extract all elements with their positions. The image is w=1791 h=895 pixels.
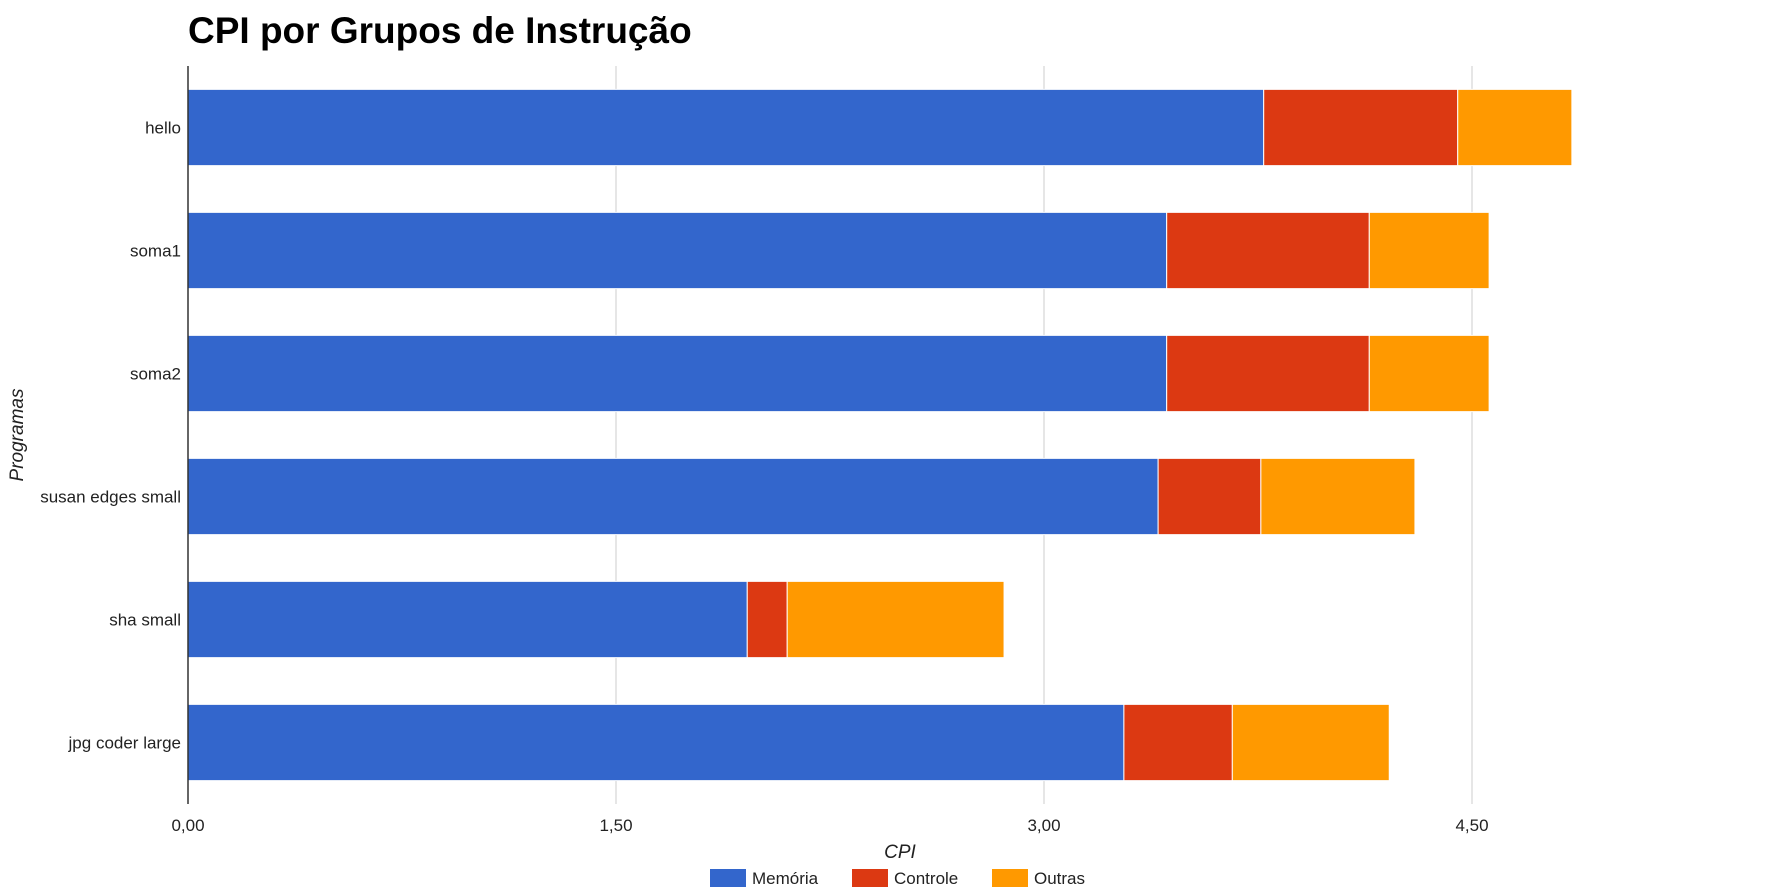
bar-1-5[interactable] bbox=[1123, 703, 1233, 782]
x-tick-label: 3,00 bbox=[1027, 816, 1060, 835]
y-tick-label: hello bbox=[145, 119, 181, 138]
bar-2-2[interactable] bbox=[1368, 334, 1490, 413]
bar-2-1[interactable] bbox=[1368, 211, 1490, 290]
y-tick-label: sha small bbox=[109, 611, 181, 630]
bar-0-5[interactable] bbox=[187, 703, 1125, 782]
y-axis-title: Programas bbox=[7, 388, 28, 481]
bar-2-0[interactable] bbox=[1457, 88, 1573, 167]
legend-swatch bbox=[852, 869, 888, 887]
bar-1-1[interactable] bbox=[1166, 211, 1370, 290]
y-tick-label: soma2 bbox=[130, 365, 181, 384]
y-tick-label: soma1 bbox=[130, 242, 181, 261]
bar-2-4[interactable] bbox=[786, 580, 1005, 659]
gridlines bbox=[615, 66, 1473, 804]
bar-2-5[interactable] bbox=[1231, 703, 1390, 782]
bar-1-2[interactable] bbox=[1166, 334, 1370, 413]
legend-swatch bbox=[992, 869, 1028, 887]
x-tick-label: 4,50 bbox=[1455, 816, 1488, 835]
bar-2-3[interactable] bbox=[1260, 457, 1416, 536]
bar-0-0[interactable] bbox=[187, 88, 1265, 167]
x-tick-label: 1,50 bbox=[599, 816, 632, 835]
bar-1-3[interactable] bbox=[1157, 457, 1262, 536]
legend: Memória Controle Outras bbox=[710, 869, 1085, 888]
y-tick-label: susan edges small bbox=[40, 488, 181, 507]
legend-label: Memória bbox=[752, 869, 819, 888]
bar-1-0[interactable] bbox=[1263, 88, 1459, 167]
legend-label: Outras bbox=[1034, 869, 1085, 888]
bar-0-2[interactable] bbox=[187, 334, 1168, 413]
x-axis-title: CPI bbox=[884, 842, 916, 863]
bar-1-4[interactable] bbox=[746, 580, 788, 659]
bar-0-1[interactable] bbox=[187, 211, 1168, 290]
chart-title: CPI por Grupos de Instrução bbox=[188, 10, 692, 51]
bars bbox=[187, 88, 1573, 782]
x-tick-label: 0,00 bbox=[171, 816, 204, 835]
y-tick-label: jpg coder large bbox=[68, 734, 181, 753]
bar-0-4[interactable] bbox=[187, 580, 748, 659]
x-tick-labels: 0,00 1,50 3,00 4,50 bbox=[171, 816, 1488, 835]
legend-label: Controle bbox=[894, 869, 958, 888]
legend-swatch bbox=[710, 869, 746, 887]
bar-0-3[interactable] bbox=[187, 457, 1159, 536]
y-tick-labels: hello soma1 soma2 susan edges small sha smal… bbox=[40, 119, 181, 753]
